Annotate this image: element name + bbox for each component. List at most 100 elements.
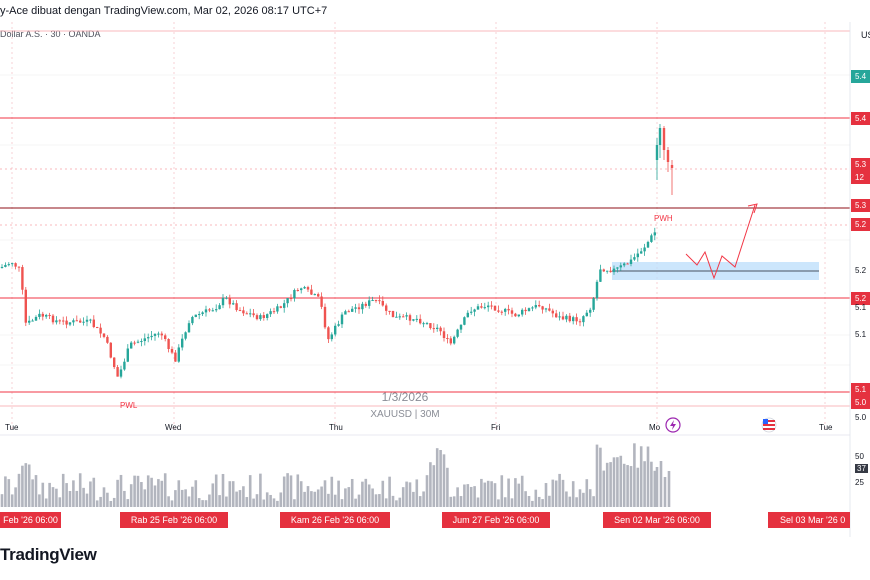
candle — [449, 336, 452, 346]
volume-bar — [208, 494, 211, 507]
candle — [323, 303, 327, 330]
projection-path[interactable] — [685, 204, 756, 280]
candle — [640, 247, 643, 254]
volume-bar — [214, 474, 218, 507]
volume-bar — [194, 480, 198, 507]
volume-bar — [551, 479, 555, 507]
candle — [0, 264, 4, 269]
candlestick-series[interactable] — [0, 124, 674, 379]
candle — [446, 334, 449, 344]
economic-event-icon[interactable] — [665, 417, 681, 433]
candle — [303, 285, 306, 289]
volume-bar — [75, 490, 79, 507]
volume-bar — [58, 497, 62, 507]
volume-bar — [265, 492, 269, 507]
candle — [361, 301, 364, 314]
candle — [31, 318, 34, 322]
volume-axis-label: 50 — [855, 452, 864, 461]
volume-bar — [473, 486, 476, 507]
volume-bar — [289, 475, 293, 507]
candle — [245, 311, 248, 315]
date-label: Rab 25 Feb '26 06:00 — [120, 512, 228, 528]
price-axis-label: 5.3 — [851, 199, 870, 212]
candle — [55, 316, 58, 325]
volume-bar — [659, 461, 663, 507]
volume-bar — [157, 479, 160, 507]
volume-bar — [191, 486, 194, 507]
volume-bar — [476, 497, 480, 507]
candle — [327, 326, 330, 344]
volume-bar — [497, 499, 500, 507]
symbol-watermark: 1/3/2026 XAUUSD | 30M — [330, 390, 480, 420]
candle — [568, 312, 571, 323]
candle — [232, 300, 235, 306]
level-lines[interactable] — [0, 30, 850, 407]
candle — [493, 305, 497, 311]
candle — [181, 334, 184, 351]
candle — [113, 357, 116, 370]
candle — [75, 315, 78, 322]
candle — [487, 301, 490, 312]
candle — [658, 124, 662, 158]
candle — [459, 324, 463, 334]
volume-bar — [228, 481, 232, 507]
symbol-legend: Dollar A.S. · 30 · OANDA — [0, 29, 101, 39]
volume-bar — [106, 492, 109, 507]
volume-bar — [225, 496, 228, 507]
volume-bar — [609, 462, 612, 507]
volume-bar — [405, 481, 408, 507]
candle — [211, 307, 214, 312]
candle — [599, 264, 602, 282]
day-label-thu: Thu — [329, 423, 343, 432]
candle — [388, 310, 391, 315]
candle — [436, 324, 439, 332]
watermark-date: 1/3/2026 — [381, 390, 429, 404]
volume-bar — [395, 500, 398, 507]
candle — [585, 310, 588, 317]
candle — [453, 335, 456, 345]
candle — [334, 323, 337, 337]
price-axis-label: 5.1 — [851, 383, 870, 396]
volume-bar — [327, 493, 330, 507]
candle — [463, 316, 466, 326]
volume-bar — [595, 444, 599, 507]
volume-bar — [663, 477, 667, 507]
chart-canvas[interactable]: PWL PWH — [0, 22, 870, 537]
volume-bar — [418, 496, 422, 507]
volume-bar — [61, 473, 65, 507]
tradingview-logo[interactable]: TradingView — [0, 545, 97, 565]
candle — [470, 306, 473, 315]
candle — [11, 262, 14, 267]
candle — [473, 308, 476, 317]
volume-bar — [599, 447, 602, 507]
volume-bar — [653, 470, 657, 507]
volume-bar — [408, 482, 412, 507]
volume-bar — [463, 484, 466, 507]
volume-bar — [558, 473, 561, 507]
candle — [412, 319, 415, 322]
price-axis-label: 5.1 — [855, 330, 867, 339]
candle — [555, 309, 558, 318]
volume-bar — [146, 475, 150, 507]
price-axis-label: 5.4 — [851, 70, 870, 83]
candle — [612, 265, 616, 275]
volume-bar — [602, 470, 606, 507]
volume-bar — [163, 473, 167, 507]
volume-bar — [0, 494, 4, 507]
date-label: Sen 02 Mar '26 06:00 — [603, 512, 711, 528]
volume-bar — [650, 461, 653, 507]
volume-bar — [34, 475, 38, 507]
candle — [504, 307, 507, 316]
candle — [28, 315, 31, 325]
candle — [653, 227, 656, 241]
volume-bar — [286, 473, 289, 507]
candle — [296, 288, 299, 292]
candle — [160, 331, 163, 340]
volume-bar — [316, 489, 320, 507]
price-axis-label: 5.2 — [851, 218, 870, 231]
us-flag-icon[interactable] — [761, 417, 777, 433]
volume-bar — [578, 489, 582, 507]
volume-bar — [177, 480, 181, 507]
volume-bar — [17, 473, 21, 507]
volume-bar — [605, 462, 609, 507]
